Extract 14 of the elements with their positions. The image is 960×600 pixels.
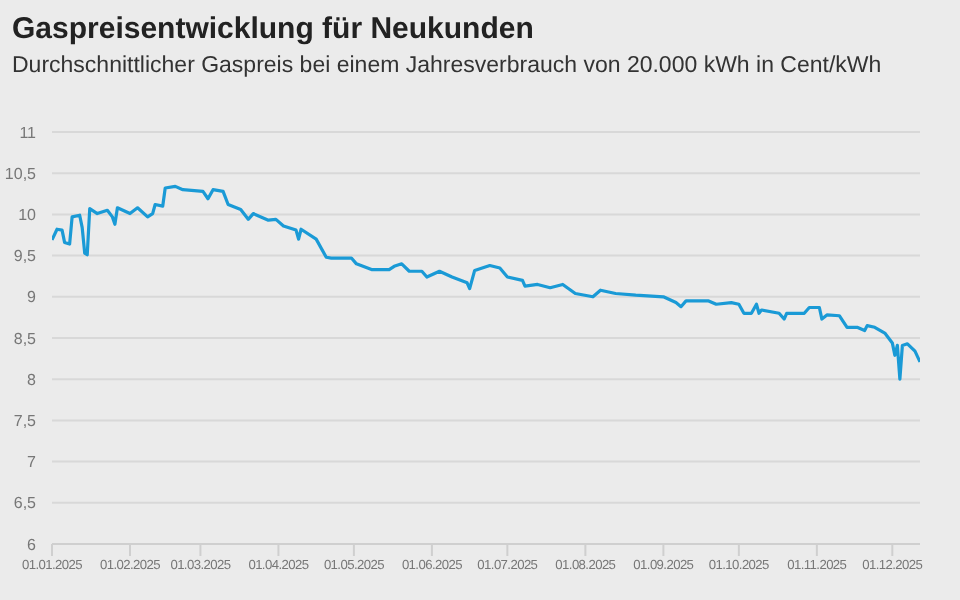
y-tick-label: 6,5 bbox=[13, 494, 38, 513]
y-tick-label: 11 bbox=[19, 123, 38, 142]
y-tick-label: 8,5 bbox=[13, 329, 38, 348]
y-tick-label: 9 bbox=[27, 288, 38, 307]
y-tick-label: 6 bbox=[27, 535, 38, 554]
y-tick-label: 10,5 bbox=[4, 164, 38, 183]
y-tick-label: 8 bbox=[27, 370, 38, 389]
y-tick-label: 7 bbox=[27, 453, 38, 472]
chart-subtitle: Durchschnittlicher Gaspreis bei einem Jahresverbrauch von 20.000 kWh in Cent/kWh bbox=[12, 54, 882, 78]
y-tick-label: 10 bbox=[18, 206, 38, 225]
line-series bbox=[52, 184, 920, 381]
y-tick-label: 7,5 bbox=[13, 412, 38, 431]
chart-title: Gaspreisentwicklung für Neukunden bbox=[12, 12, 534, 46]
y-tick-label: 9,5 bbox=[13, 247, 38, 266]
